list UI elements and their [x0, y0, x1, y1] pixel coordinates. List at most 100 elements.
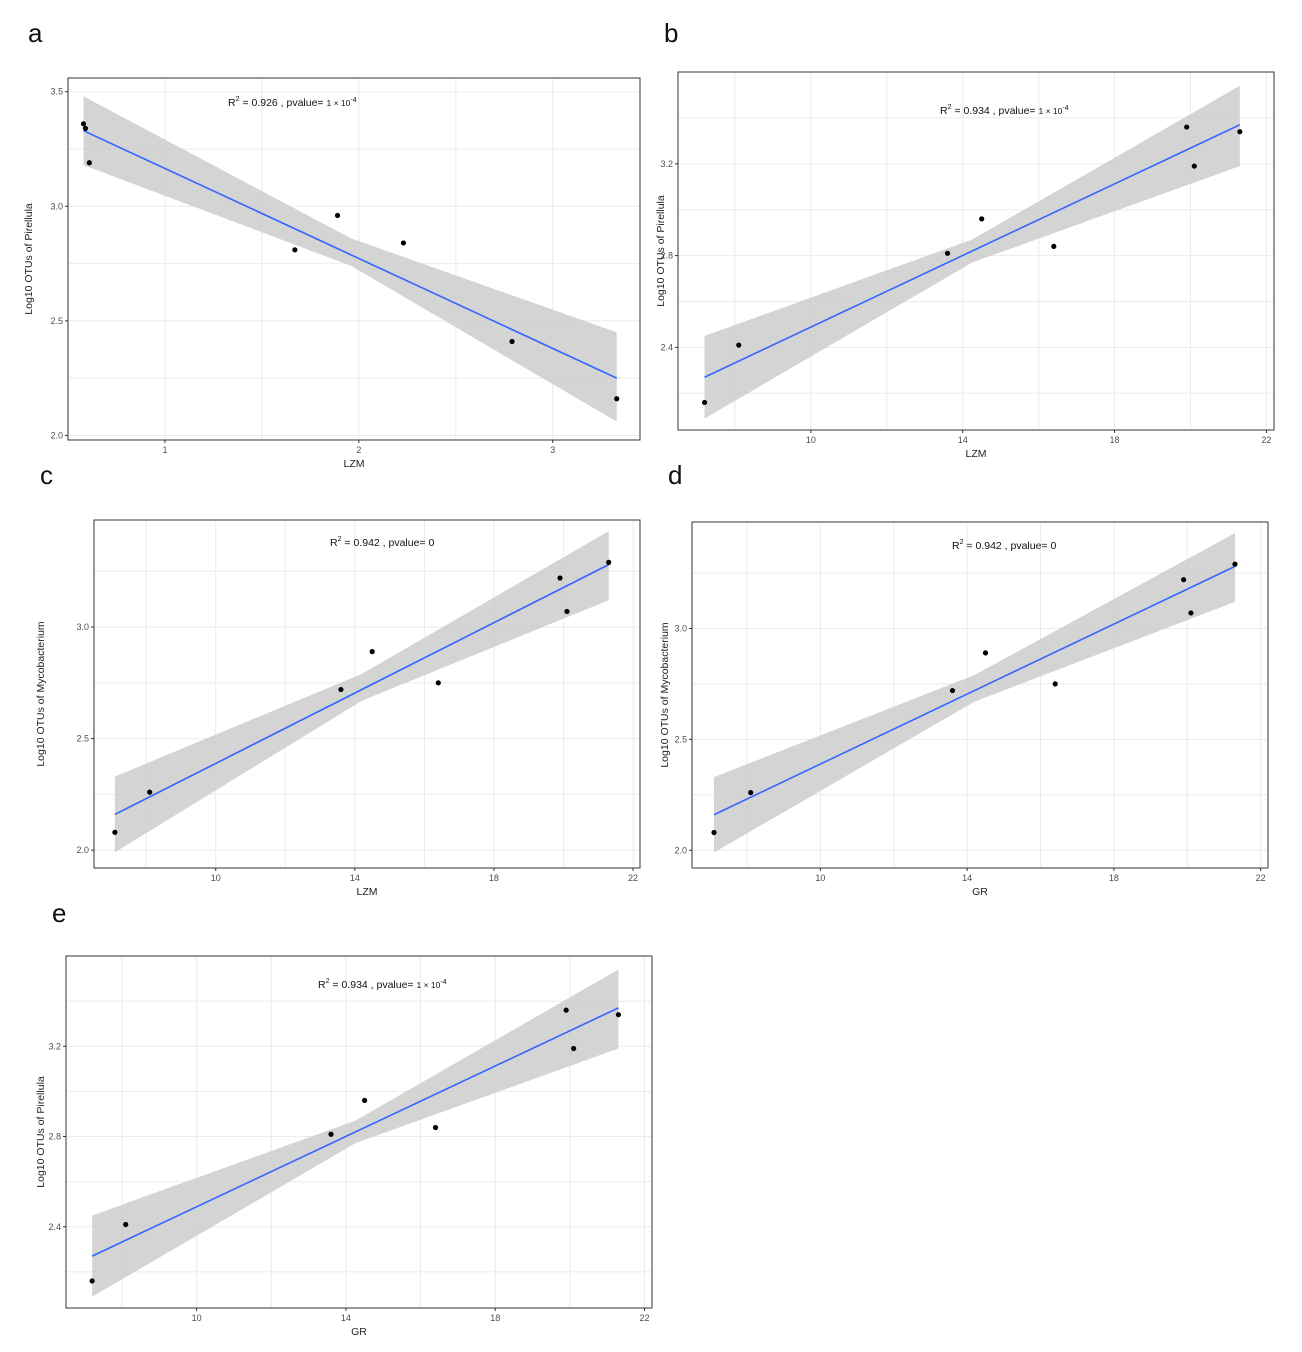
- data-point: [1181, 577, 1187, 583]
- confidence-band-d: [714, 533, 1235, 853]
- stats-annotation-a: R2 = 0.926 , pvalue= 1 × 10-4: [228, 96, 357, 109]
- data-point: [615, 1012, 622, 1018]
- data-point: [89, 1278, 95, 1284]
- x-tick-label: 18: [1109, 873, 1119, 883]
- y-tick-label: 2.0: [50, 430, 63, 440]
- x-axis-title-c: LZM: [357, 886, 378, 898]
- data-point: [606, 559, 612, 565]
- y-tick-label: 2.4: [660, 342, 673, 352]
- data-point: [571, 1045, 577, 1052]
- y-axis-title-d: Log10 OTUs of Mycobacterium: [659, 622, 671, 768]
- plot-frame-b: [677, 71, 1275, 431]
- data-point: [1191, 163, 1197, 169]
- y-axis-title-b: Log10 OTUs of Pirellula: [655, 195, 667, 307]
- data-point: [86, 160, 92, 166]
- data-point: [82, 125, 89, 132]
- data-point: [979, 216, 985, 222]
- plot-frame-d: [691, 521, 1269, 869]
- x-tick-label: 2: [356, 445, 361, 455]
- data-point: [949, 687, 956, 694]
- chart-panel-b: 10 14 18 22 2.4 2.8 3.2 LZM Log10 OTUs of Pirell…: [655, 71, 1275, 460]
- data-point: [147, 789, 153, 795]
- data-point: [564, 608, 570, 615]
- data-point: [563, 1007, 569, 1013]
- panel-letter-b: b: [664, 18, 679, 48]
- data-point: [328, 1131, 334, 1137]
- stats-annotation-d: R2 = 0.942 , pvalue= 0: [952, 539, 1056, 552]
- data-point: [338, 686, 344, 693]
- y-axis-title-c: Log10 OTUs of Mycobacterium: [35, 621, 47, 767]
- data-point: [123, 1221, 129, 1228]
- data-point: [361, 1097, 368, 1104]
- data-point: [1188, 610, 1194, 616]
- y-tick-label: 2.4: [48, 1222, 61, 1232]
- y-tick-label: 2.8: [48, 1132, 61, 1142]
- data-point: [701, 399, 708, 406]
- stats-annotation-b: R2 = 0.934 , pvalue= 1 × 10-4: [940, 104, 1069, 117]
- x-tick-label: 22: [1261, 435, 1271, 445]
- data-point: [1184, 124, 1190, 130]
- data-point: [509, 338, 515, 345]
- y-axis-title-a: Log10 OTUs of Pirellula: [23, 203, 35, 315]
- regression-line-e: [91, 1007, 619, 1257]
- data-point: [1051, 243, 1057, 250]
- chart-panel-d: 10 14 18 22 2.0 2.5 3.0 GR Log10 OTUs of Mycobac…: [659, 521, 1269, 898]
- confidence-band-e: [92, 969, 619, 1297]
- x-tick-label: 14: [350, 873, 360, 883]
- panel-letter-d: d: [668, 460, 683, 490]
- data-point: [982, 650, 989, 656]
- x-axis-title-b: LZM: [966, 448, 987, 460]
- data-point: [80, 121, 87, 127]
- data-point: [292, 247, 298, 253]
- data-point: [112, 829, 118, 835]
- panel-letter-a: a: [28, 18, 43, 48]
- data-point: [1237, 129, 1243, 135]
- confidence-band-b: [704, 85, 1240, 419]
- y-axis-title-e: Log10 OTUs of Pirellula: [35, 1076, 47, 1188]
- y-tick-label: 3.2: [660, 159, 673, 169]
- x-tick-label: 14: [962, 873, 972, 883]
- data-point: [1052, 681, 1058, 687]
- y-tick-label: 3.5: [50, 87, 63, 97]
- plot-frame-e: [65, 955, 653, 1309]
- x-tick-label: 18: [489, 873, 499, 883]
- x-tick-label: 3: [550, 445, 555, 455]
- y-tick-label: 3.0: [50, 201, 63, 211]
- x-tick-label: 14: [341, 1313, 351, 1323]
- regression-line-a: [83, 129, 618, 379]
- y-tick-label: 2.5: [674, 734, 687, 744]
- y-tick-label: 2.5: [76, 734, 89, 744]
- stats-annotation-c: R2 = 0.942 , pvalue= 0: [330, 536, 434, 549]
- data-point: [334, 212, 341, 219]
- regression-line-d: [713, 565, 1236, 816]
- y-tick-label: 3.0: [76, 622, 89, 632]
- stats-annotation-e: R2 = 0.934 , pvalue= 1 × 10-4: [318, 978, 447, 991]
- data-point: [400, 240, 407, 246]
- x-axis-title-a: LZM: [344, 458, 365, 470]
- data-point: [557, 575, 563, 581]
- x-tick-label: 10: [211, 873, 221, 883]
- x-tick-label: 10: [192, 1313, 202, 1323]
- y-tick-label: 2.0: [674, 845, 687, 855]
- x-tick-label: 1: [162, 445, 167, 455]
- regression-line-b: [704, 124, 1241, 378]
- x-tick-label: 10: [815, 873, 825, 883]
- y-tick-label: 2.8: [660, 251, 673, 261]
- plot-frame-a: [67, 77, 641, 441]
- y-tick-label: 2.0: [76, 845, 89, 855]
- x-axis-title-d: GR: [972, 886, 988, 898]
- y-tick-label: 3.2: [48, 1041, 61, 1051]
- data-point: [432, 1124, 439, 1131]
- x-tick-label: 14: [958, 435, 968, 445]
- confidence-band-a: [83, 96, 617, 422]
- data-point: [736, 342, 742, 348]
- plot-frame-c: [93, 519, 641, 869]
- data-point: [748, 789, 754, 796]
- data-point: [1232, 561, 1238, 567]
- x-tick-label: 18: [490, 1313, 500, 1323]
- x-axis-title-e: GR: [351, 1326, 367, 1338]
- data-point: [711, 829, 717, 836]
- chart-panel-e: 10 14 18 22 2.4 2.8 3.2 GR Log10 OTUs of Pirellu…: [35, 955, 653, 1338]
- confidence-band-c: [114, 531, 609, 853]
